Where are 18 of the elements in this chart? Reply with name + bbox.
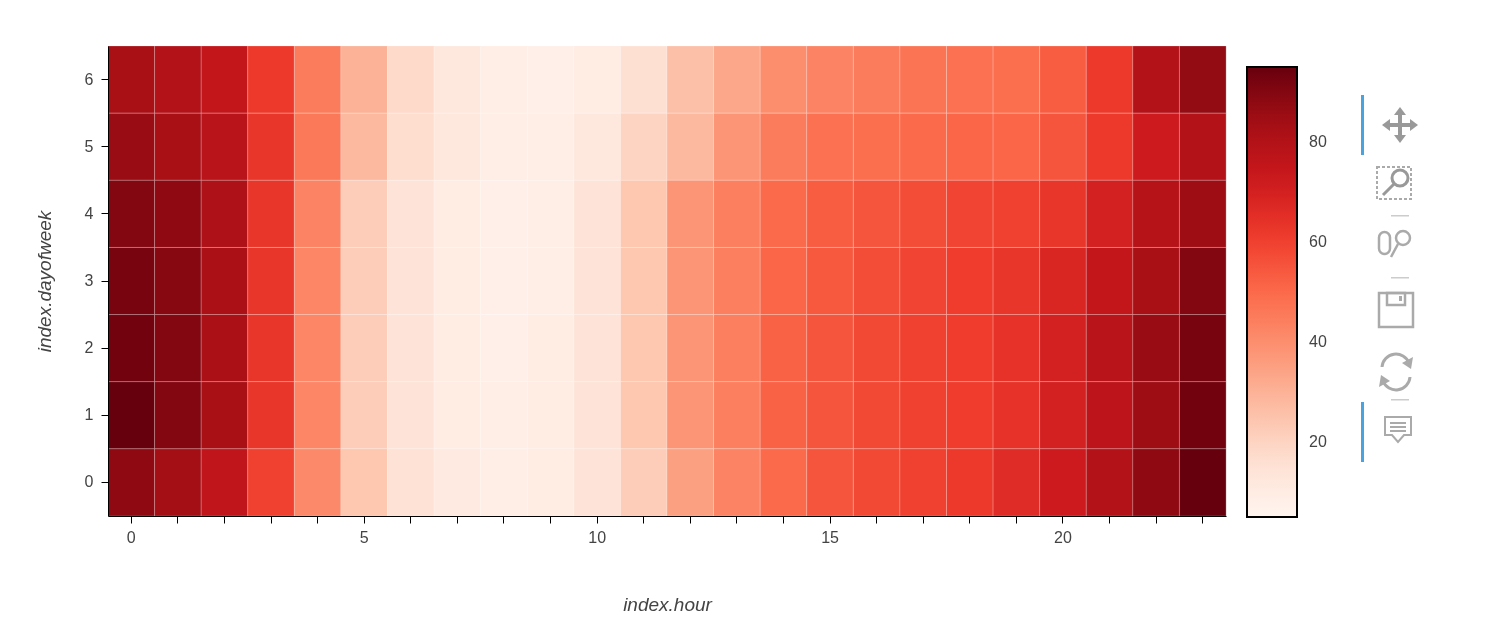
y-tick-label: 4 (84, 204, 94, 222)
color-bar-label: 20 (1309, 433, 1327, 450)
y-tick-label: 2 (84, 339, 94, 357)
x-tick-label: 20 (1054, 528, 1072, 546)
color-bar-label: 60 (1309, 233, 1327, 250)
x-tick-label: 15 (821, 528, 840, 546)
y-tick-label: 6 (84, 70, 94, 88)
x-tick-label: 10 (588, 528, 607, 546)
color-bar-label: 80 (1309, 133, 1327, 150)
x-axis-title: index.hour (623, 593, 713, 615)
y-tick-label: 0 (84, 473, 94, 491)
x-tick-label: 5 (359, 528, 369, 546)
color-bar-label: 40 (1309, 333, 1327, 350)
x-tick-label: 0 (126, 528, 136, 546)
y-tick-label: 1 (84, 406, 94, 424)
y-tick-label: 5 (84, 137, 94, 155)
y-tick-label: 3 (84, 272, 94, 289)
y-axis-title: index.dayofweek (33, 209, 55, 353)
